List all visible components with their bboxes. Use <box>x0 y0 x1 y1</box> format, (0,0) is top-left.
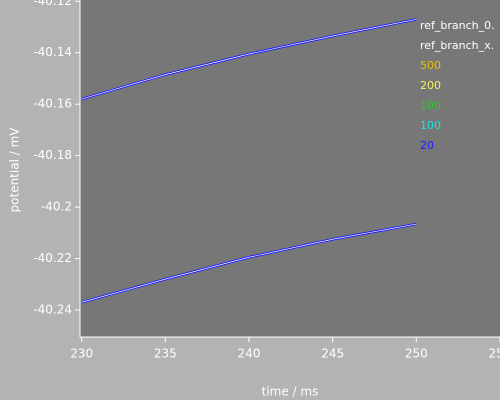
y-tick-label: -40.2 <box>41 200 72 214</box>
legend-label: 500 <box>420 59 441 72</box>
x-tick-label: 245 <box>321 347 344 361</box>
y-tick-label: -40.12 <box>33 0 72 8</box>
line <box>81 223 417 303</box>
legend-label: ref_branch_0. <box>420 19 495 32</box>
legend-label: 200 <box>420 79 441 92</box>
plot-area <box>80 0 500 337</box>
legend-label: 100 <box>420 119 441 132</box>
y-axis-label: potential / mV <box>8 127 22 213</box>
line <box>81 18 417 100</box>
y-tick-label: -40.24 <box>33 302 72 316</box>
y-tick-label: -40.22 <box>33 251 72 265</box>
x-axis-label: time / ms <box>262 385 319 399</box>
x-tick-label: 230 <box>70 347 93 361</box>
x-tick-label: 240 <box>238 347 261 361</box>
y-tick-label: -40.16 <box>33 97 72 111</box>
x-tick-label: 250 <box>405 347 428 361</box>
x-tick-label: 235 <box>154 347 177 361</box>
legend-label: ref_branch_x. <box>420 39 494 52</box>
y-tick-label: -40.14 <box>33 45 72 59</box>
legend-label: 20 <box>420 139 434 152</box>
y-tick-label: -40.18 <box>33 148 72 162</box>
legend-label: 100 <box>420 99 441 112</box>
x-tick-label: 255 <box>489 347 500 361</box>
